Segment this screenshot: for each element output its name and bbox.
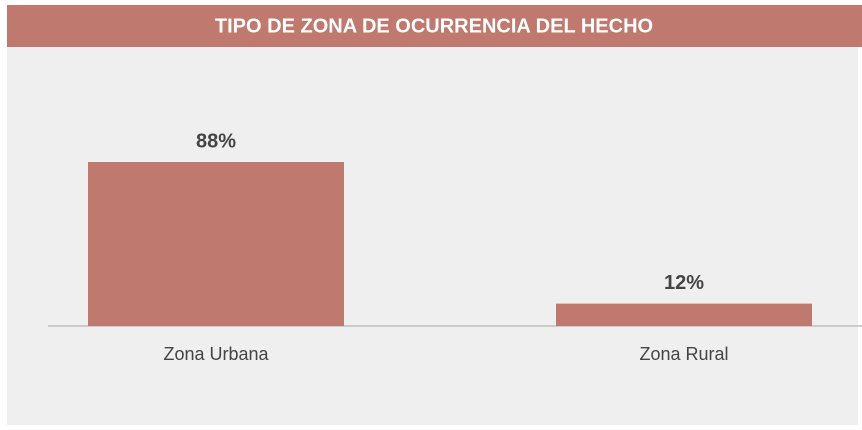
chart-title: TIPO DE ZONA DE OCURRENCIA DEL HECHO — [215, 15, 653, 37]
title-banner — [7, 5, 862, 47]
bar — [556, 303, 812, 326]
value-label: 88% — [196, 130, 236, 152]
x-tick-label: Zona Urbana — [163, 344, 269, 364]
value-label: 12% — [664, 272, 704, 294]
bar — [88, 162, 344, 326]
x-tick-label: Zona Rural — [639, 344, 728, 364]
